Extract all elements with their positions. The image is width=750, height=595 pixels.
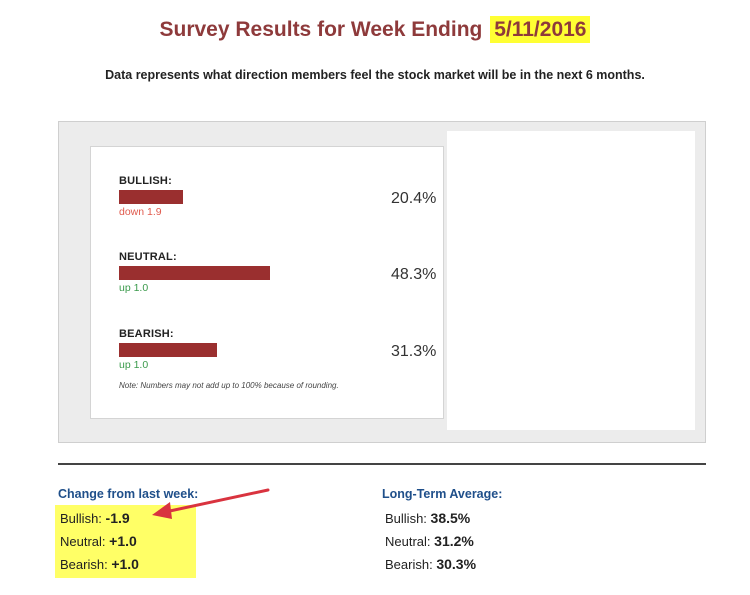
change-item-bullish: Bullish: -1.9 — [60, 510, 130, 526]
sentiment-change: down 1.9 — [119, 206, 162, 218]
sentiment-bar — [119, 266, 270, 280]
sentiment-label: BULLISH: — [119, 175, 172, 187]
sentiment-row-neutral: NEUTRAL: up 1.0 48.3% — [119, 251, 436, 294]
blank-side-panel — [447, 131, 695, 430]
sentiment-row-bullish: BULLISH: down 1.9 20.4% — [119, 175, 436, 218]
change-highlight — [55, 505, 196, 578]
page-title: Survey Results for Week Ending 5/11/2016 — [0, 16, 750, 43]
change-item-bearish: Bearish: +1.0 — [60, 556, 139, 572]
week-ending-date: 5/11/2016 — [490, 16, 591, 43]
section-divider — [58, 463, 706, 465]
average-item-bullish: Bullish: 38.5% — [385, 510, 470, 526]
average-item-bearish: Bearish: 30.3% — [385, 556, 476, 572]
sentiment-row-bearish: BEARISH: up 1.0 31.3% — [119, 328, 436, 371]
sentiment-label: BEARISH: — [119, 328, 174, 340]
average-heading: Long-Term Average: — [382, 487, 503, 501]
average-item-value: 30.3% — [436, 556, 477, 572]
average-item-value: 31.2% — [434, 533, 474, 549]
average-item-label: Bearish: — [385, 557, 433, 572]
change-item-label: Neutral: — [60, 534, 106, 549]
average-item-neutral: Neutral: 31.2% — [385, 533, 474, 549]
sentiment-bar — [119, 343, 217, 357]
change-heading: Change from last week: — [58, 487, 199, 501]
title-prefix: Survey Results for Week Ending — [159, 18, 483, 41]
sentiment-bar — [119, 190, 183, 204]
sentiment-change: up 1.0 — [119, 359, 149, 371]
change-item-value: +1.0 — [111, 556, 139, 572]
average-item-label: Neutral: — [385, 534, 431, 549]
change-item-value: -1.9 — [105, 510, 130, 526]
page-subtitle: Data represents what direction members f… — [105, 68, 645, 82]
change-item-value: +1.0 — [109, 533, 137, 549]
sentiment-label: NEUTRAL: — [119, 251, 177, 263]
average-item-value: 38.5% — [430, 510, 471, 526]
change-item-neutral: Neutral: +1.0 — [60, 533, 137, 549]
average-item-label: Bullish: — [385, 511, 427, 526]
change-item-label: Bearish: — [60, 557, 108, 572]
sentiment-percent: 20.4% — [391, 190, 437, 207]
sentiment-percent: 31.3% — [391, 343, 437, 360]
sentiment-change: up 1.0 — [119, 282, 149, 294]
change-item-label: Bullish: — [60, 511, 102, 526]
sentiment-percent: 48.3% — [391, 266, 437, 283]
sentiment-card: BULLISH: down 1.9 20.4% NEUTRAL: up 1.0 … — [90, 146, 444, 419]
rounding-note: Note: Numbers may not add up to 100% bec… — [119, 381, 339, 390]
